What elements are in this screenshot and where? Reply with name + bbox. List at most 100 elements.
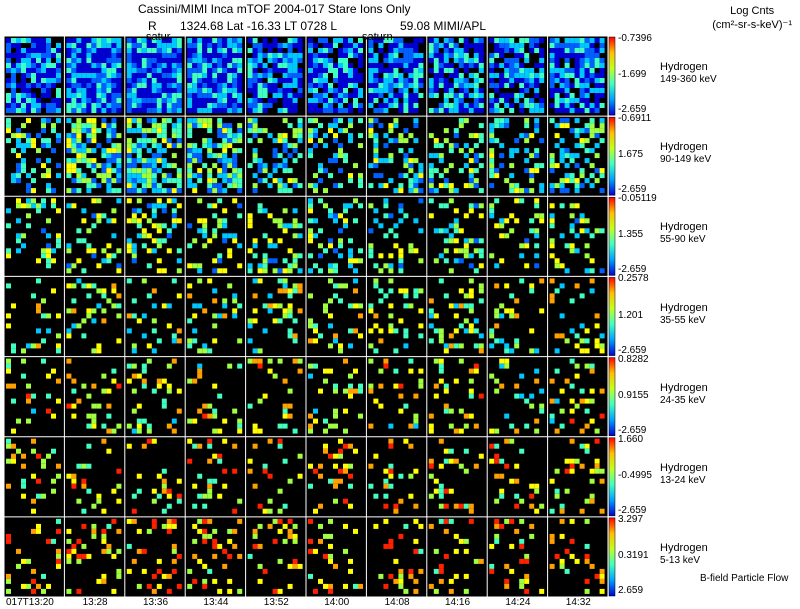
heatmap-cell xyxy=(438,483,444,489)
heatmap-cell xyxy=(101,98,107,103)
heatmap-cell xyxy=(428,423,434,429)
heatmap-cell xyxy=(257,78,263,83)
heatmap-cell xyxy=(272,373,278,379)
heatmap-cell xyxy=(197,363,203,369)
heatmap-cell xyxy=(81,478,87,484)
heatmap-cell xyxy=(373,143,379,149)
heatmap-cell xyxy=(207,83,213,88)
heatmap-cell xyxy=(509,103,515,108)
heatmap-cell xyxy=(594,38,600,43)
heatmap-cell xyxy=(232,83,238,88)
heatmap-cell xyxy=(453,378,459,384)
heatmap-cell xyxy=(418,63,424,68)
heatmap-cell xyxy=(81,53,87,58)
heatmap-cell xyxy=(514,343,520,349)
heatmap-cell xyxy=(252,318,258,324)
heatmap-cell xyxy=(408,108,414,113)
heatmap-cell xyxy=(534,43,540,48)
heatmap-cell xyxy=(524,138,530,144)
heatmap-cell xyxy=(514,478,520,484)
heatmap-cell xyxy=(478,108,484,113)
heatmap-cell xyxy=(171,278,177,284)
heatmap-cell xyxy=(187,168,193,174)
heatmap-cell xyxy=(388,483,394,489)
heatmap-cell xyxy=(136,108,142,113)
heatmap-cell xyxy=(308,138,313,144)
heatmap-cell xyxy=(6,438,11,444)
heatmap-cell xyxy=(468,58,474,63)
heatmap-cell xyxy=(237,168,243,174)
heatmap-cell xyxy=(56,133,61,139)
heatmap-cell xyxy=(151,573,157,579)
heatmap-cell xyxy=(6,93,11,98)
heatmap-cell xyxy=(267,308,273,314)
heatmap-cell xyxy=(368,328,374,334)
heatmap-cell xyxy=(413,48,419,53)
heatmap-cell xyxy=(131,208,137,214)
heatmap-cell xyxy=(287,303,293,309)
heatmap-cell xyxy=(217,53,223,58)
heatmap-cell xyxy=(433,393,439,399)
heatmap-cell xyxy=(76,178,82,184)
heatmap-cell xyxy=(569,93,575,98)
heatmap-cell xyxy=(333,283,338,289)
heatmap-cell xyxy=(313,188,318,194)
heatmap-cell xyxy=(277,443,283,449)
heatmap-cell xyxy=(96,93,102,98)
heatmap-cell xyxy=(297,83,303,88)
heatmap-cell xyxy=(348,38,353,43)
heatmap-cell xyxy=(463,503,469,509)
heatmap-cell xyxy=(26,383,31,389)
heatmap-panel xyxy=(66,38,122,113)
heatmap-cell xyxy=(212,188,218,194)
heatmap-cell xyxy=(26,98,31,103)
heatmap-cell xyxy=(383,543,389,549)
heatmap-cell xyxy=(589,288,595,294)
heatmap-cell xyxy=(192,68,198,73)
heatmap-cell xyxy=(393,83,399,88)
heatmap-cell xyxy=(569,468,575,474)
heatmap-cell xyxy=(86,38,92,43)
heatmap-cell xyxy=(453,343,459,349)
heatmap-cell xyxy=(141,108,147,113)
heatmap-cell xyxy=(146,233,152,239)
heatmap-cell xyxy=(212,203,218,209)
heatmap-cell xyxy=(373,98,379,103)
heatmap-cell xyxy=(348,123,353,129)
heatmap-cell xyxy=(282,83,288,88)
heatmap-cell xyxy=(71,163,77,169)
heatmap-cell xyxy=(494,103,500,108)
heatmap-cell xyxy=(589,563,595,569)
heatmap-cell xyxy=(443,138,449,144)
heatmap-cell xyxy=(267,43,273,48)
heatmap-cell xyxy=(197,218,203,224)
heatmap-cell xyxy=(41,73,46,78)
heatmap-cell xyxy=(41,123,46,129)
heatmap-cell xyxy=(378,223,384,229)
heatmap-cell xyxy=(559,88,565,93)
heatmap-cell xyxy=(267,258,273,264)
heatmap-cell xyxy=(227,163,233,169)
heatmap-cell xyxy=(368,423,374,429)
heatmap-cell xyxy=(101,118,107,124)
heatmap-cell xyxy=(86,98,92,103)
heatmap-cell xyxy=(308,538,313,544)
heatmap-cell xyxy=(282,403,288,409)
heatmap-cell xyxy=(56,333,61,339)
heatmap-cell xyxy=(36,98,41,103)
heatmap-cell xyxy=(328,478,333,484)
heatmap-cell xyxy=(418,288,424,294)
heatmap-cell xyxy=(519,498,525,504)
heatmap-cell xyxy=(156,558,162,564)
heatmap-cell xyxy=(328,588,333,594)
heatmap-cell xyxy=(478,98,484,103)
heatmap-cell xyxy=(66,103,72,108)
heatmap-cell xyxy=(262,393,268,399)
heatmap-cell xyxy=(81,73,87,78)
heatmap-cell xyxy=(86,553,92,559)
heatmap-cell xyxy=(579,183,585,189)
colorbar-max-label: 1.660 xyxy=(618,433,644,445)
heatmap-cell xyxy=(579,443,585,449)
heatmap-cell xyxy=(473,103,479,108)
heatmap-cell xyxy=(76,48,82,53)
